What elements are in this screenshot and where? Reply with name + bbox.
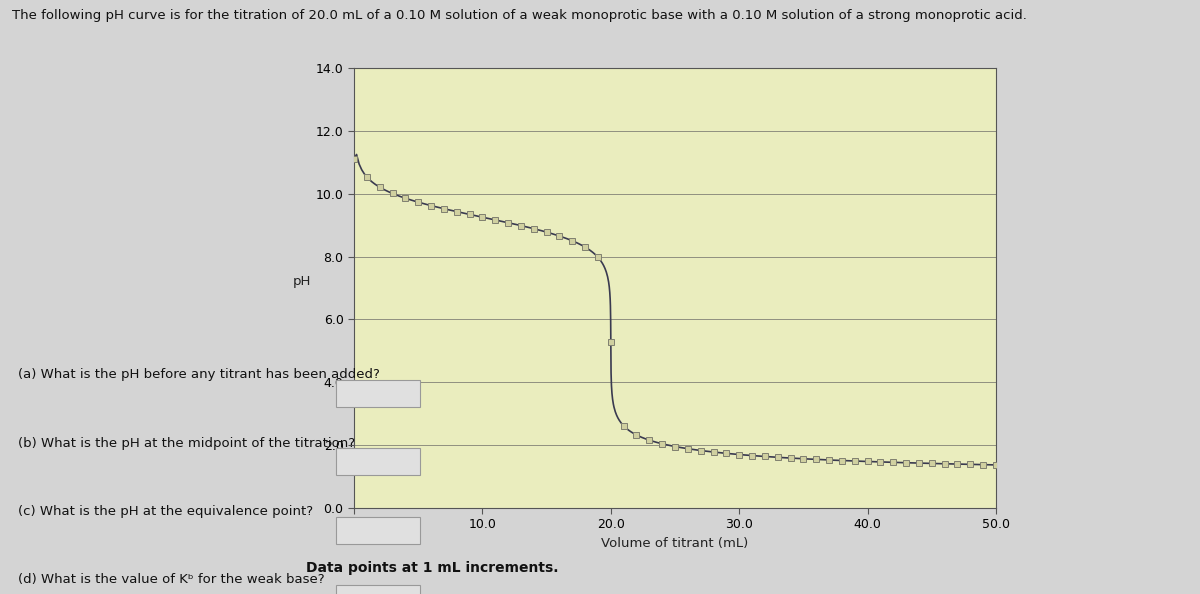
Text: The following pH curve is for the titration of 20.0 mL of a 0.10 M solution of a: The following pH curve is for the titrat… (12, 9, 1027, 22)
X-axis label: Volume of titrant (mL): Volume of titrant (mL) (601, 537, 749, 550)
Text: (c) What is the pH at the equivalence point?: (c) What is the pH at the equivalence po… (18, 505, 313, 518)
Text: Data points at 1 mL increments.: Data points at 1 mL increments. (306, 561, 558, 576)
Text: (b) What is the pH at the midpoint of the titration?: (b) What is the pH at the midpoint of th… (18, 437, 355, 450)
Text: (a) What is the pH before any titrant has been added?: (a) What is the pH before any titrant ha… (18, 368, 380, 381)
Y-axis label: pH: pH (293, 275, 311, 288)
Text: (d) What is the value of Kᵇ for the weak base?: (d) What is the value of Kᵇ for the weak… (18, 573, 325, 586)
